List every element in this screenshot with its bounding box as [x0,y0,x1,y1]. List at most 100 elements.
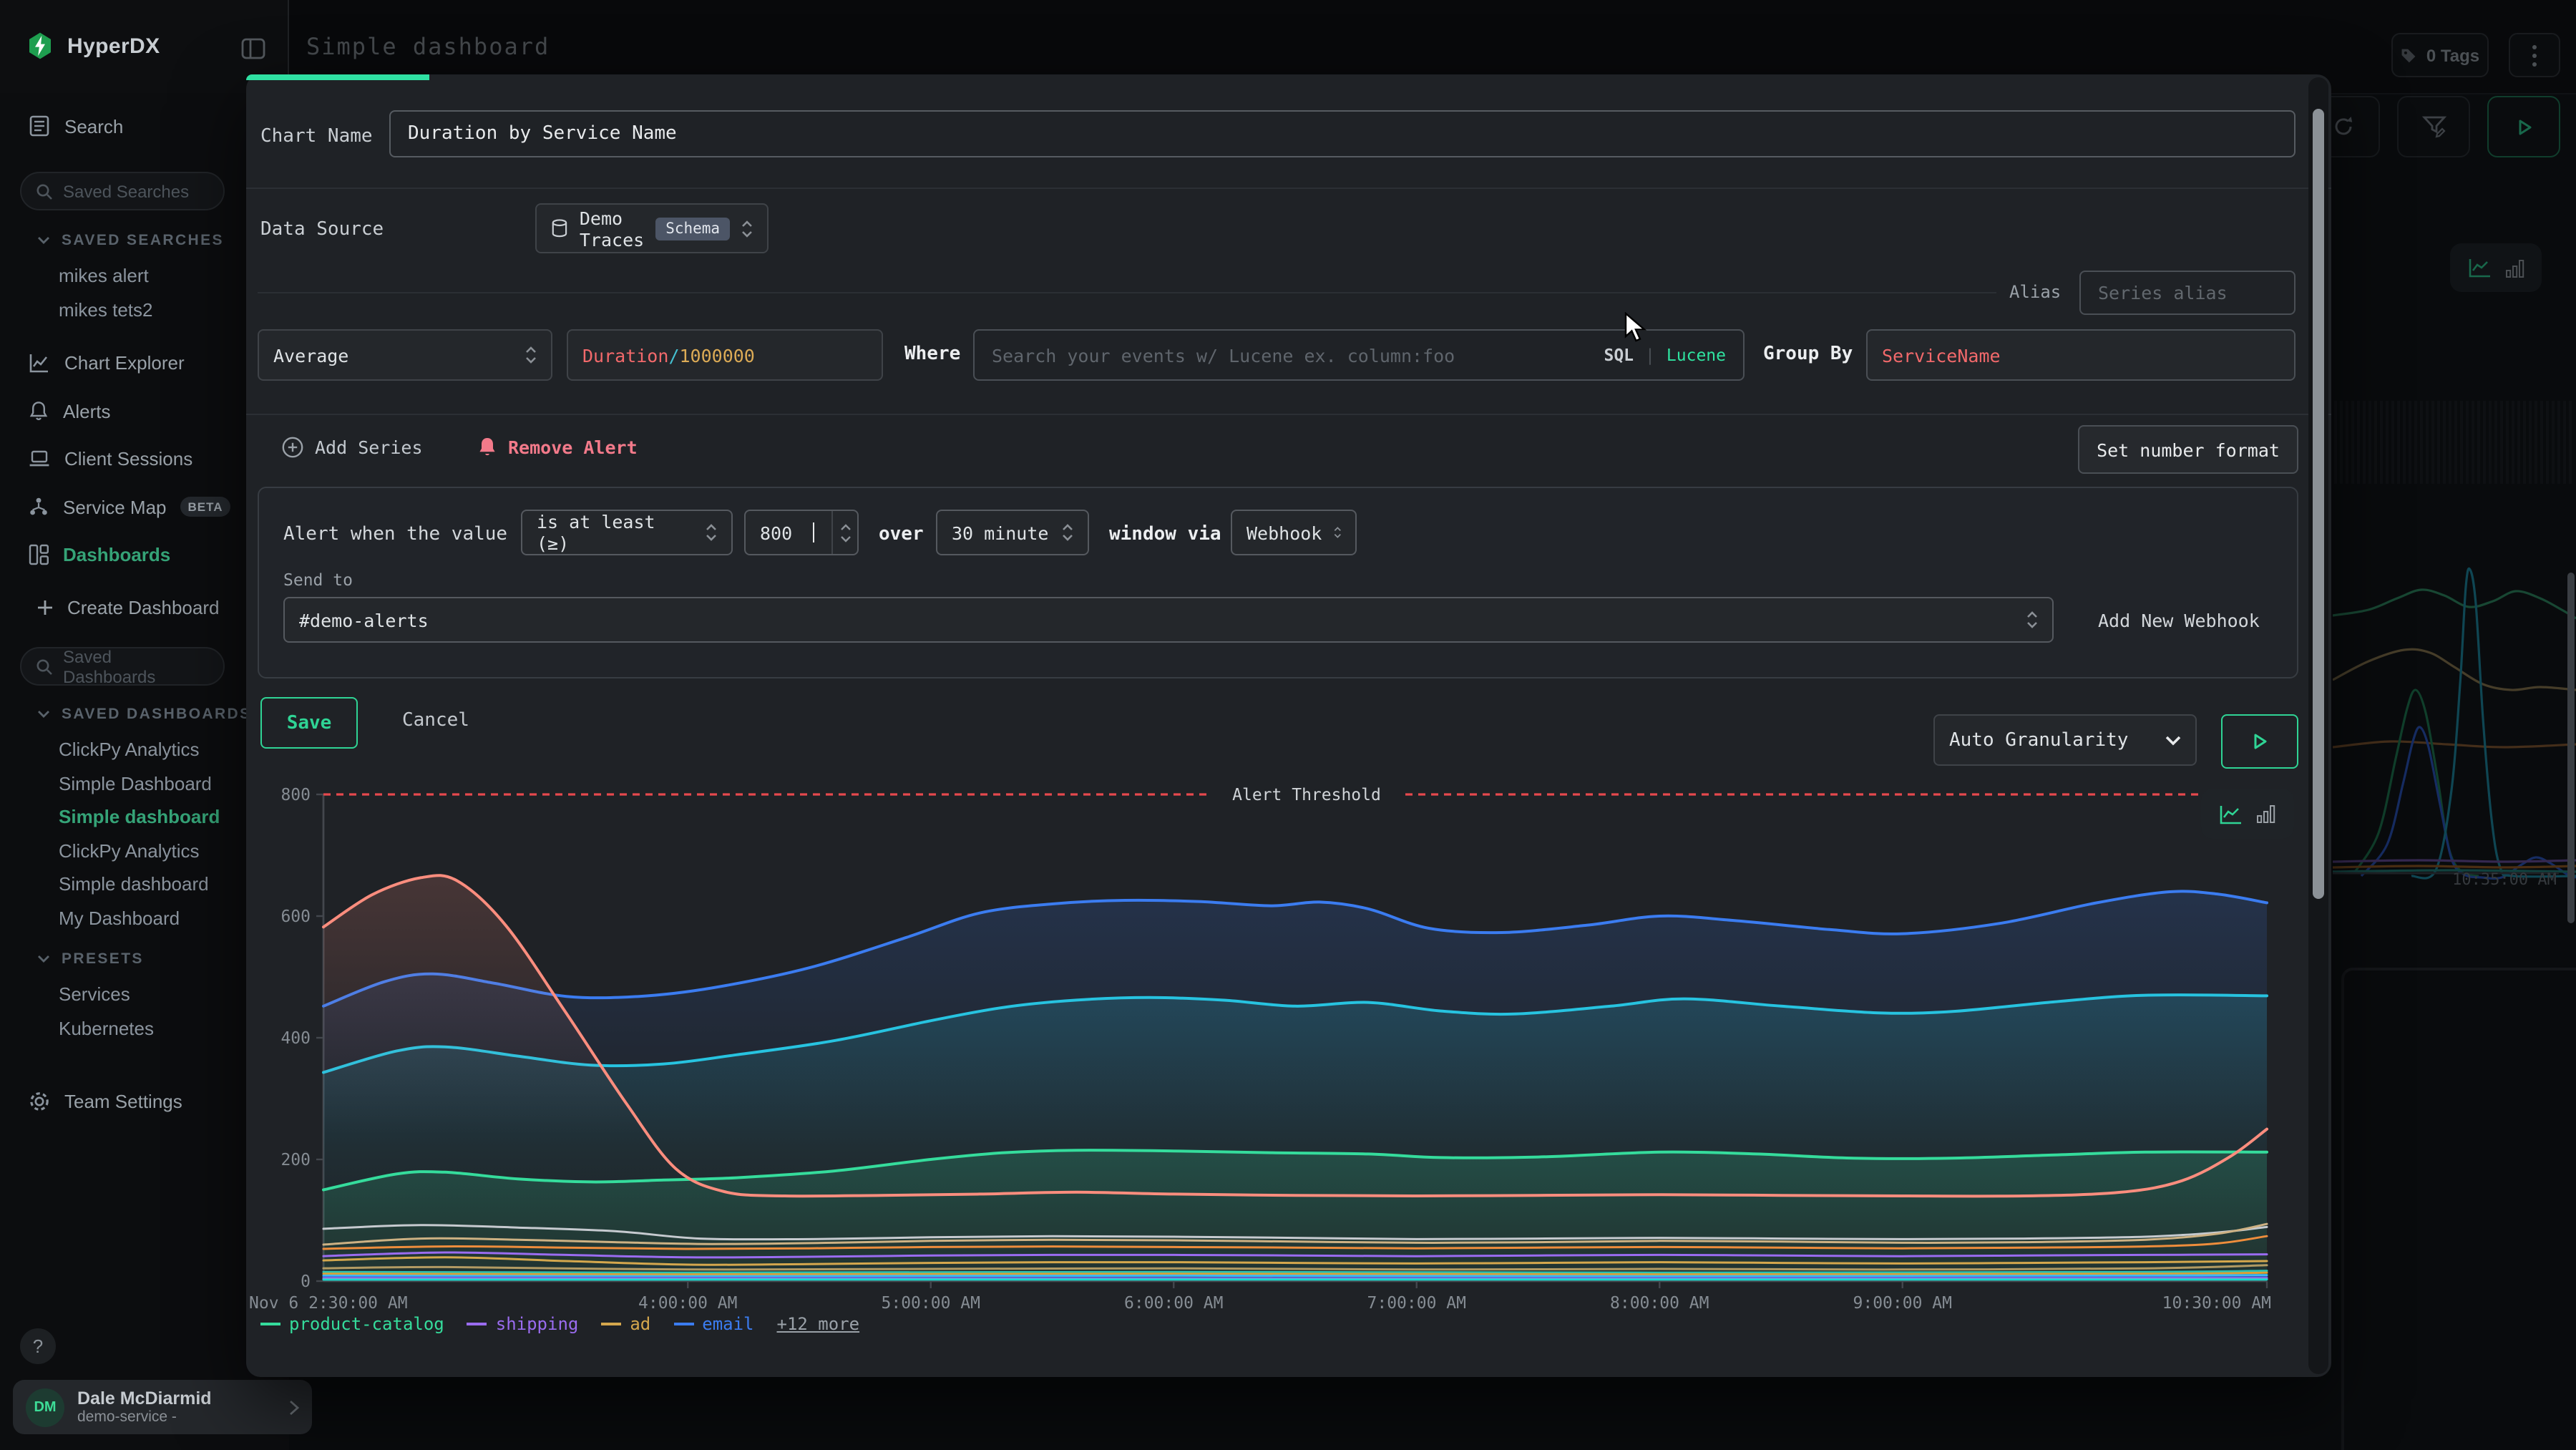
sidebar-item-client-sessions[interactable]: Client Sessions [29,448,192,469]
saved-dashboard-item[interactable]: Simple dashboard [59,873,209,895]
alert-threshold-input[interactable]: 800 [744,510,859,555]
add-new-webhook-button[interactable]: Add New Webhook [2098,610,2260,631]
expression-input[interactable]: Duration/1000000 [567,329,883,381]
legend-item[interactable]: ad [601,1314,650,1334]
sidebar-item-alerts[interactable]: Alerts [29,400,110,422]
saved-dashboard-item[interactable]: Simple dashboard [59,806,220,827]
legend-swatch [673,1323,693,1325]
user-subtitle: demo-service - [77,1408,276,1426]
legend-label: shipping [496,1314,579,1334]
user-name: Dale McDiarmid [77,1388,276,1408]
sidebar-collapse-icon[interactable] [240,36,266,62]
sidebar-item-search[interactable]: Search [29,115,123,137]
alias-label: Alias [2009,282,2061,302]
spinner-down-icon [840,535,852,542]
saved-searches-placeholder: Saved Searches [63,181,189,201]
saved-search-item[interactable]: mikes alert [59,265,149,286]
sidebar-item-label: Chart Explorer [64,352,185,374]
svg-text:Alert Threshold: Alert Threshold [1232,786,1381,804]
alert-window-value: 30 minute [952,522,1050,543]
data-source-select[interactable]: Demo Traces Schema [535,203,769,253]
saved-dashboard-item[interactable]: ClickPy Analytics [59,739,200,760]
granularity-value: Auto Granularity [1949,729,2154,751]
aggregation-select[interactable]: Average [258,329,552,381]
svg-text:600: 600 [280,908,311,926]
add-series-button[interactable]: Add Series [282,437,423,458]
alert-prefix-label: Alert when the value [283,524,507,545]
selector-icon [1062,524,1073,541]
legend-swatch [601,1323,621,1325]
expr-denominator: 1000000 [680,344,755,366]
sidebar-item-team-settings[interactable]: Team Settings [29,1091,182,1112]
sidebar-item-service-map[interactable]: Service MapBETA [29,496,230,517]
svg-text:4:00:00 AM: 4:00:00 AM [638,1294,737,1313]
modal-accent-bar [246,74,429,80]
chart-type-toggle[interactable] [2201,789,2294,839]
chart-name-input[interactable] [389,110,2296,157]
legend-item[interactable]: product-catalog [260,1314,444,1334]
where-placeholder: Search your events w/ Lucene ex. column:… [992,344,1592,366]
expr-operator: / [668,344,679,366]
chevron-down-icon [2165,735,2181,745]
modal-scrollbar-thumb[interactable] [2313,109,2324,899]
data-source-value: Demo Traces [580,207,644,250]
sidebar-item-dashboards[interactable]: Dashboards [29,544,170,565]
webhook-select[interactable]: #demo-alerts [283,597,2054,643]
saved-search-item[interactable]: mikes tets2 [59,299,153,321]
database-icon [551,219,568,238]
legend-item[interactable]: shipping [467,1314,579,1334]
set-number-format-button[interactable]: Set number format [2078,425,2298,474]
legend-more-link[interactable]: +12 more [777,1314,860,1334]
alert-channel-value: Webhook [1246,522,1322,543]
alert-window-select[interactable]: 30 minute [936,510,1089,555]
presets-header[interactable]: PRESETS [37,950,144,968]
number-spinner[interactable] [831,511,852,554]
selector-icon [706,524,717,541]
saved-dashboards-header[interactable]: SAVED DASHBOARDS [37,706,252,723]
saved-searches-header[interactable]: SAVED SEARCHES [37,232,224,249]
help-button[interactable]: ? [20,1328,56,1364]
mouse-cursor [1623,312,1652,344]
sidebar-item-label: Service Map [63,496,167,517]
divider [258,292,1996,293]
sql-toggle[interactable]: SQL [1604,345,1634,365]
run-chart-button[interactable] [2221,714,2298,769]
remove-alert-button[interactable]: Remove Alert [478,437,638,458]
sidebar-item-label: Dashboards [63,544,170,565]
line-chart-icon [2220,804,2243,824]
chart-explorer-icon [29,352,50,374]
hyperdx-logo-icon [26,31,54,60]
saved-searches-input[interactable]: Saved Searches [20,172,225,210]
chart-name-label: Chart Name [260,126,373,147]
lucene-toggle[interactable]: Lucene [1667,345,1726,365]
saved-dashboard-item[interactable]: ClickPy Analytics [59,840,200,861]
granularity-select[interactable]: Auto Granularity [1933,714,2197,766]
bar-chart-icon [2257,804,2275,823]
window-scrollbar-thumb[interactable] [2567,573,2575,923]
legend-item[interactable]: email [673,1314,753,1334]
where-label: Where [904,344,960,365]
sidebar-item-chart-explorer[interactable]: Chart Explorer [29,352,185,374]
divider [246,188,2331,189]
create-dashboard-button[interactable]: Create Dashboard [37,597,219,618]
save-button[interactable]: Save [260,697,358,749]
saved-dashboards-input[interactable]: Saved Dashboards [20,647,225,686]
magnifier-icon [36,658,53,675]
group-by-input[interactable]: ServiceName [1866,329,2296,381]
saved-dashboards-placeholder: Saved Dashboards [63,646,209,686]
alert-condition-select[interactable]: is at least (≥) [521,510,733,555]
play-icon [2250,731,2270,751]
chevron-right-icon [289,1399,299,1415]
preset-item[interactable]: Kubernetes [59,1017,154,1038]
add-series-label: Add Series [315,437,423,458]
preset-item[interactable]: Services [59,983,130,1005]
cancel-button[interactable]: Cancel [402,710,469,731]
alert-channel-select[interactable]: Webhook [1231,510,1357,555]
saved-dashboard-item[interactable]: Simple Dashboard [59,772,212,794]
series-alias-input[interactable] [2079,271,2296,315]
brand-logo[interactable]: HyperDX [26,31,160,60]
selector-icon [1333,524,1341,541]
sidebar-item-label: Alerts [63,400,110,422]
saved-dashboard-item[interactable]: My Dashboard [59,907,180,928]
user-menu[interactable]: DM Dale McDiarmid demo-service - [13,1380,312,1434]
